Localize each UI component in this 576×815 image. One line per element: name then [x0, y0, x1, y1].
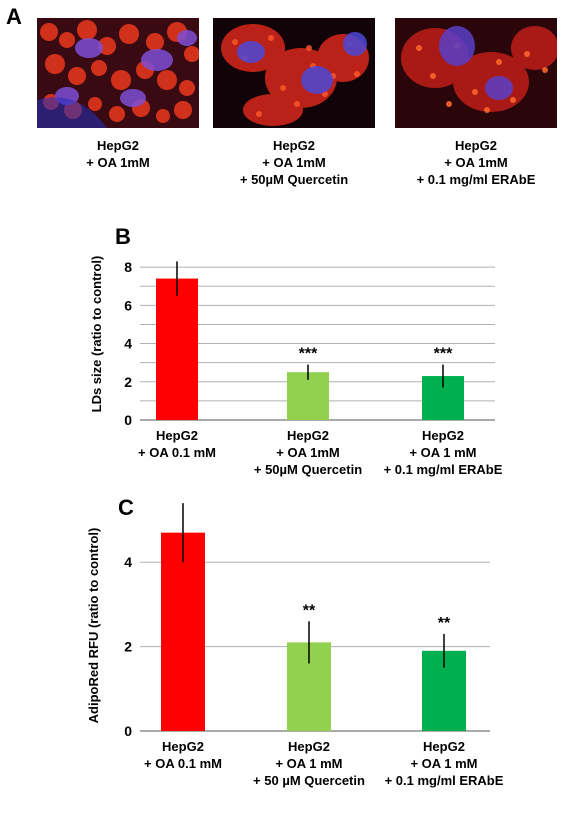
- bar: [161, 532, 205, 731]
- y-tick-label: 4: [124, 336, 132, 352]
- category-label: + 0.1 mg/ml ERAbE: [385, 773, 504, 788]
- lds-size-bar-chart: 0 2 4 6 8 LDs size (ratio to control) HepG2 + O…: [89, 256, 503, 477]
- y-tick-label: 4: [124, 554, 132, 570]
- bar: [287, 372, 329, 420]
- micrograph-caption-oa-quercetin: HepG2 + OA 1mM + 50µM Quercetin: [239, 138, 349, 187]
- bar: [156, 278, 198, 420]
- panel-c-label: C: [118, 495, 134, 520]
- y-axis-label: AdipoRed RFU (ratio to control): [86, 528, 101, 724]
- significance-label: **: [303, 602, 316, 619]
- category-label: + OA 1mM: [276, 445, 339, 460]
- y-tick-label: 2: [124, 639, 132, 655]
- y-tick-label: 2: [124, 374, 132, 390]
- adipored-rfu-bar-chart: 0 2 4 AdipoRed RFU (ratio to control) HepG2 +…: [86, 503, 504, 788]
- panel-a-label: A: [6, 4, 22, 29]
- category-label: HepG2: [423, 739, 465, 754]
- y-tick-label: 8: [124, 259, 132, 275]
- category-label: + 0.1 mg/ml ERAbE: [384, 462, 503, 477]
- y-tick-label: 0: [124, 723, 132, 739]
- category-label: + OA 0.1 mM: [138, 445, 216, 460]
- category-label: + OA 0.1 mM: [144, 756, 222, 771]
- category-label: + OA 1 mM: [275, 756, 342, 771]
- micrograph-caption-oa-erabe: HepG2 + OA 1mM + 0.1 mg/ml ERAbE: [416, 138, 536, 187]
- category-label: + 50µM Quercetin: [254, 462, 362, 477]
- significance-label: ***: [299, 346, 318, 363]
- significance-label: **: [438, 615, 451, 632]
- micrograph-oa-erabe: [395, 18, 557, 128]
- category-label: HepG2: [422, 428, 464, 443]
- category-label: + OA 1 mM: [410, 756, 477, 771]
- micrograph-caption-oa: HepG2 + OA 1mM: [86, 138, 150, 170]
- category-label: HepG2: [162, 739, 204, 754]
- category-label: + OA 1 mM: [409, 445, 476, 460]
- y-tick-label: 0: [124, 412, 132, 428]
- category-label: + 50 µM Quercetin: [253, 773, 365, 788]
- category-label: HepG2: [287, 428, 329, 443]
- micrograph-oa: [37, 18, 199, 128]
- category-label: HepG2: [288, 739, 330, 754]
- y-axis-label: LDs size (ratio to control): [89, 256, 104, 413]
- micrograph-oa-quercetin: [213, 18, 375, 128]
- significance-label: ***: [434, 346, 453, 363]
- y-tick-label: 6: [124, 297, 132, 313]
- category-label: HepG2: [156, 428, 198, 443]
- panel-b-label: B: [115, 224, 131, 249]
